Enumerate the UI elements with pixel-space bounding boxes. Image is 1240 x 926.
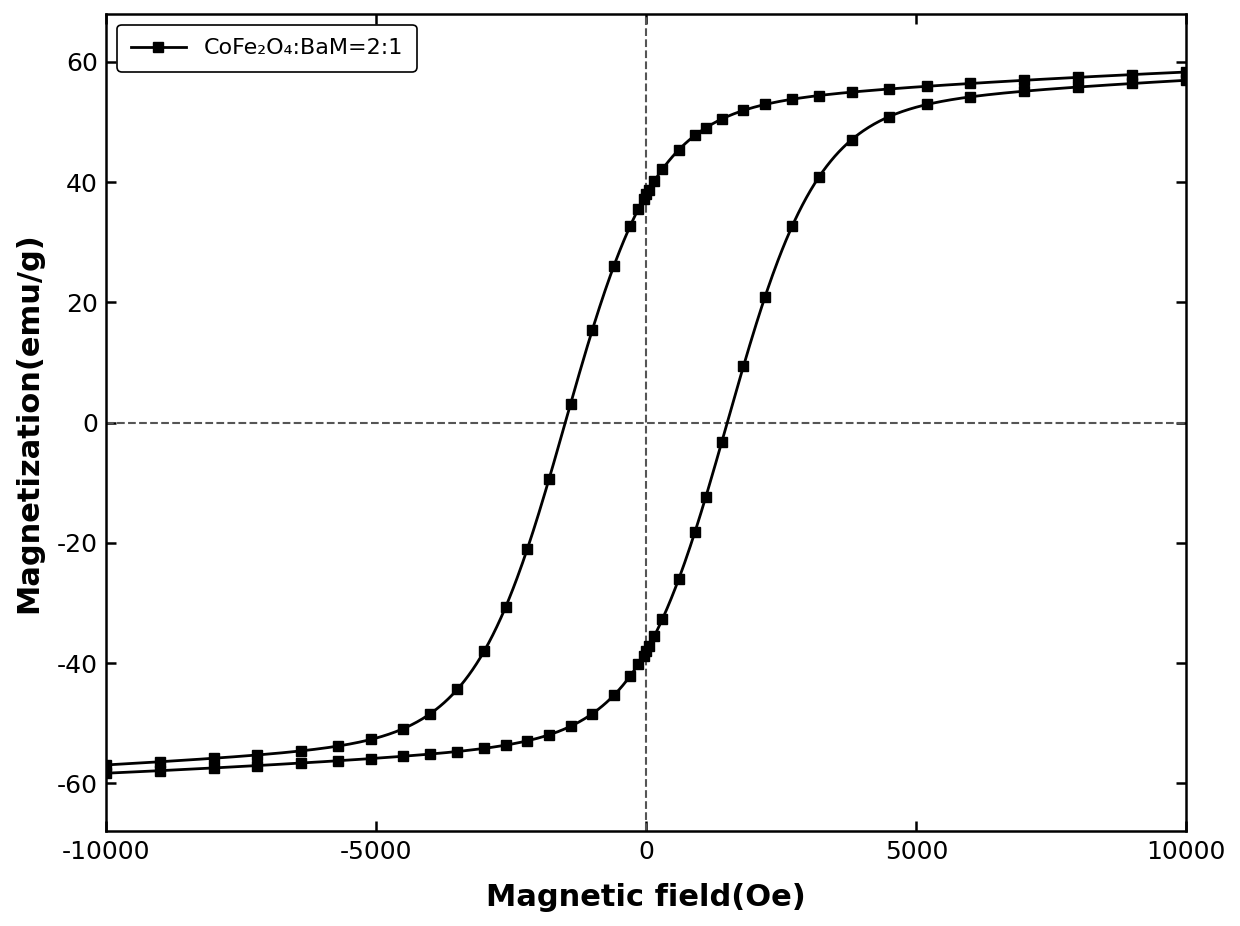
X-axis label: Magnetic field(Oe): Magnetic field(Oe) [486, 883, 806, 912]
Y-axis label: Magnetization(emu/g): Magnetization(emu/g) [14, 232, 43, 613]
Legend: CoFe₂O₄:BaM=2:1: CoFe₂O₄:BaM=2:1 [118, 25, 417, 71]
